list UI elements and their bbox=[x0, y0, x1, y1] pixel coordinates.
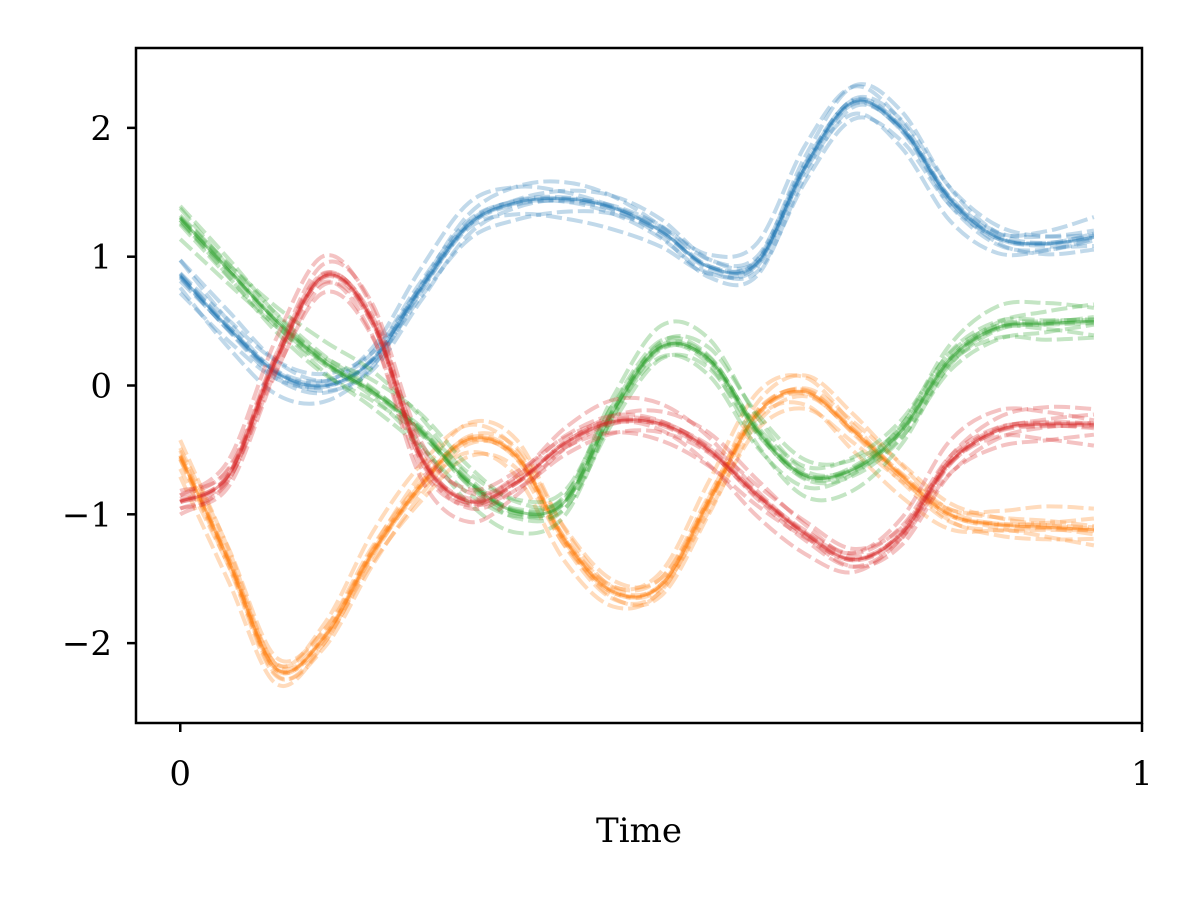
series-2-mean-line bbox=[178, 389, 1094, 674]
series-2-sample-line bbox=[178, 387, 1094, 674]
series-3-sample-line bbox=[178, 221, 1094, 520]
series-4 bbox=[179, 253, 1095, 575]
series-3 bbox=[178, 204, 1095, 536]
series-3-sample-line bbox=[178, 237, 1095, 536]
series-3-sample-line bbox=[178, 223, 1094, 524]
series-4-sample-line bbox=[179, 253, 1095, 556]
series-1-sample-line bbox=[178, 115, 1094, 390]
series-3-sample-line bbox=[178, 206, 1095, 510]
series-3-mean-line bbox=[179, 216, 1094, 516]
series-1-sample-line bbox=[178, 84, 1095, 386]
y-tick-label: 1 bbox=[90, 238, 112, 278]
series-1-sample-line bbox=[178, 99, 1095, 396]
series-2-sample-line bbox=[178, 391, 1095, 676]
series-4-sample-line bbox=[179, 270, 1094, 562]
y-tick-label: −2 bbox=[62, 624, 112, 664]
series-4-sample-line bbox=[179, 269, 1094, 556]
series-1-sample-line bbox=[178, 82, 1095, 384]
series-4-sample-line bbox=[179, 259, 1094, 559]
series-4-sample-line bbox=[179, 289, 1095, 563]
series-2-sample-line bbox=[178, 373, 1094, 669]
series-2-sample-line bbox=[178, 394, 1094, 682]
series-2-sample-line bbox=[178, 373, 1095, 672]
series-1-sample-line bbox=[178, 102, 1095, 393]
series-1-sample-line bbox=[178, 96, 1095, 388]
series-2-sample-line bbox=[178, 406, 1095, 676]
x-tick-label: 0 bbox=[169, 754, 191, 794]
x-tick-label: 1 bbox=[1131, 754, 1153, 794]
series-1 bbox=[178, 82, 1095, 406]
y-tick-label: −1 bbox=[62, 495, 112, 535]
series-1-sample-line bbox=[178, 100, 1095, 390]
series-4-sample-line bbox=[179, 279, 1095, 575]
series-3-sample-line bbox=[178, 218, 1095, 521]
series-1-sample-line bbox=[178, 97, 1095, 384]
series-4-sample-line bbox=[179, 280, 1094, 569]
series-3-sample-line bbox=[178, 204, 1095, 505]
series-4-sample-line bbox=[179, 273, 1095, 569]
y-tick-label: 0 bbox=[90, 367, 112, 407]
series-2-sample-line bbox=[178, 390, 1094, 682]
series-4-mean-line bbox=[179, 273, 1094, 561]
series-1-sample-line bbox=[178, 95, 1094, 377]
series-1-sample-line bbox=[178, 111, 1095, 406]
series-4-sample-line bbox=[179, 271, 1095, 551]
series-2-sample-line bbox=[178, 386, 1095, 664]
series-2-sample-line bbox=[178, 400, 1095, 688]
series-3-sample-line bbox=[178, 213, 1094, 513]
series-2 bbox=[178, 373, 1095, 688]
series-3-sample-line bbox=[178, 215, 1095, 515]
x-axis-label: Time bbox=[596, 811, 682, 851]
series-layer bbox=[178, 82, 1095, 688]
y-tick-label: 2 bbox=[90, 109, 112, 149]
axes-layer: 0 1 −2 −1 0 1 2 bbox=[62, 109, 1153, 794]
series-2-sample-line bbox=[178, 387, 1095, 669]
series-1-mean-line bbox=[179, 99, 1095, 388]
